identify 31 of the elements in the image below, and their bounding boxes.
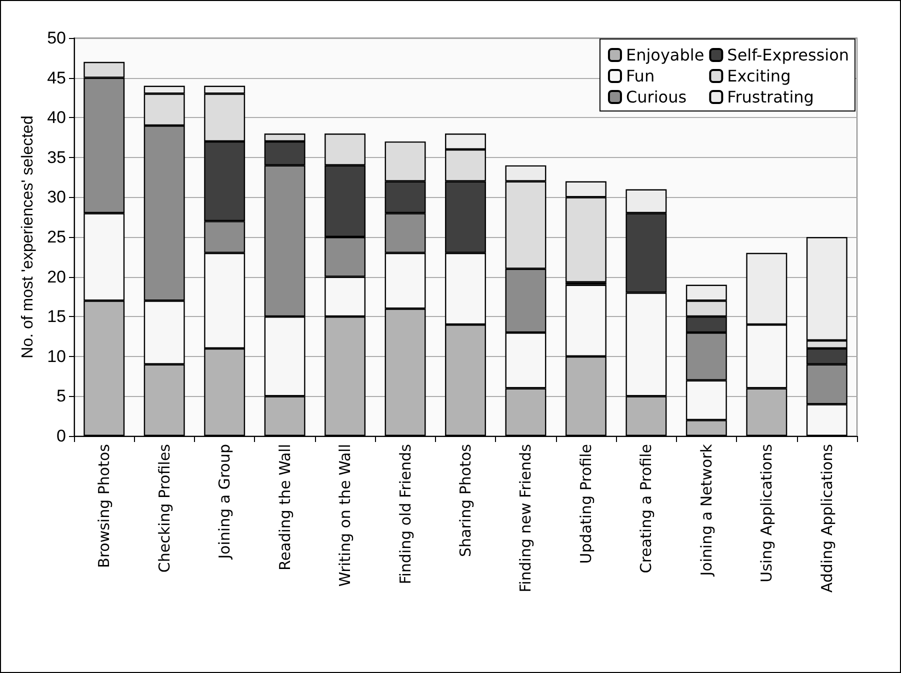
legend-label: Exciting <box>727 66 791 86</box>
x-tick-label: Using Applications <box>758 444 776 582</box>
x-tick-label: Joining a Group <box>216 444 234 560</box>
legend-label: Self-Expression <box>727 46 849 64</box>
legend-label: Fun <box>626 66 655 86</box>
legend-label: Enjoyable <box>626 46 704 64</box>
x-tick-label: Checking Profiles <box>155 444 174 573</box>
x-tick-label: Adding Applications <box>818 444 836 593</box>
x-tick-label: Creating a Profile <box>637 444 656 574</box>
x-tick-label: Finding new Friends <box>516 444 535 592</box>
legend-label: Frustrating <box>727 88 814 106</box>
y-tick-label: 40 <box>47 108 66 128</box>
legend-label: Curious <box>626 88 687 106</box>
y-tick-label: 50 <box>47 28 66 48</box>
y-tick-label: 35 <box>47 148 66 167</box>
y-tick-label: 10 <box>47 346 66 366</box>
y-tick-label: 15 <box>47 307 66 326</box>
y-tick-label: 5 <box>56 386 66 406</box>
y-tick-label: 30 <box>47 188 66 207</box>
x-tick-label: Sharing Photos <box>456 444 474 557</box>
y-tick-label: 0 <box>56 426 66 446</box>
x-tick-label: Browsing Photos <box>95 444 114 568</box>
x-tick-label: Joining a Network <box>697 444 716 577</box>
x-tick-label: Writing on the Wall <box>336 444 354 587</box>
y-tick-label: 20 <box>47 267 66 286</box>
x-tick-label: Finding old Friends <box>396 444 414 584</box>
y-tick-label: 25 <box>47 228 66 246</box>
y-axis-title: No. of most 'experiences' selected <box>20 116 36 358</box>
x-tick-label: Updating Profile <box>576 444 595 564</box>
y-tick-label: 45 <box>47 68 66 88</box>
x-tick-label: Reading the Wall <box>276 444 294 570</box>
